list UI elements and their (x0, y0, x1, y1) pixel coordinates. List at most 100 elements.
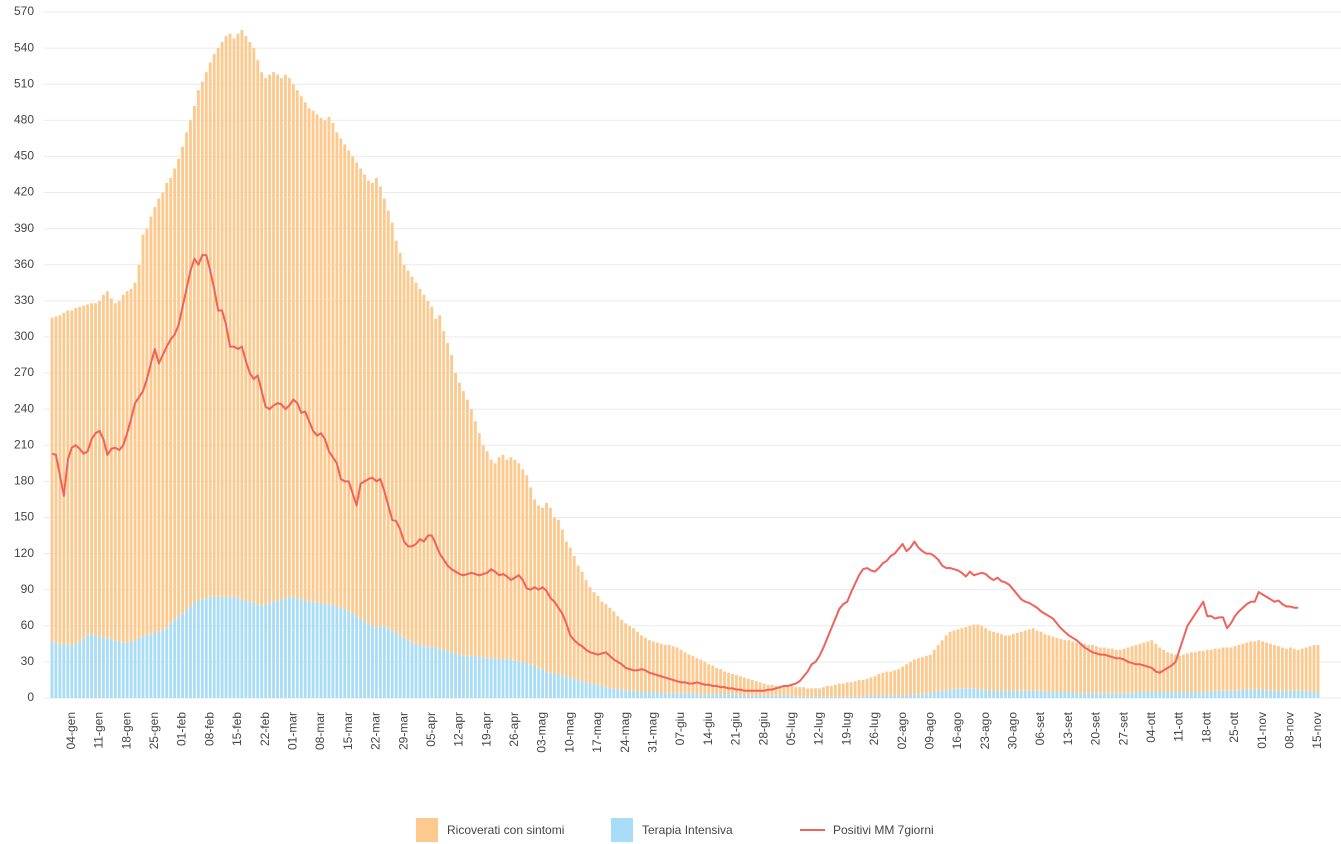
bar (1095, 646, 1098, 694)
bar (1019, 690, 1023, 698)
bar (727, 672, 730, 695)
bar (988, 630, 992, 691)
bar (1035, 690, 1039, 698)
bar (1071, 691, 1075, 698)
bar (1205, 691, 1209, 698)
bar (351, 613, 355, 698)
bar (1102, 693, 1106, 698)
bar (394, 633, 398, 698)
bar (1178, 691, 1181, 698)
bar (647, 691, 651, 698)
bar (1055, 691, 1059, 698)
bar (1118, 649, 1122, 694)
bar (517, 463, 521, 662)
bar (742, 677, 746, 696)
bar (181, 613, 184, 698)
bar (509, 659, 513, 698)
bar (735, 694, 738, 698)
bar (141, 636, 145, 698)
bar (382, 625, 386, 698)
bar (121, 294, 125, 643)
bar (185, 132, 188, 611)
bar (1237, 645, 1241, 691)
bar (616, 689, 620, 698)
bar (181, 146, 184, 614)
bar (1265, 642, 1268, 690)
bar (822, 687, 825, 697)
bar (367, 180, 370, 624)
legend-swatch (611, 818, 633, 842)
bar (564, 541, 568, 677)
bar (446, 342, 450, 652)
bar (165, 628, 169, 698)
bar (287, 78, 291, 597)
bar (881, 672, 885, 696)
bar (916, 694, 920, 698)
bar (873, 676, 877, 696)
bar (1004, 690, 1007, 698)
bar (818, 688, 821, 697)
bar (798, 696, 802, 698)
bar (699, 659, 703, 695)
bar (640, 691, 643, 698)
bar (1261, 641, 1265, 690)
bar (703, 661, 707, 695)
bar (378, 186, 382, 627)
bar (596, 595, 600, 685)
bar (679, 693, 683, 698)
bar (268, 74, 272, 603)
bar (232, 38, 236, 597)
x-tick-label: 08-mar (313, 712, 327, 750)
bar (1126, 693, 1130, 698)
x-tick-label: 15-feb (230, 712, 244, 746)
bar (410, 276, 414, 643)
bar (1047, 635, 1051, 692)
bar (1249, 641, 1253, 690)
bar (220, 596, 224, 698)
bar (327, 116, 331, 606)
bar (256, 60, 260, 605)
x-tick-label: 01-mar (286, 712, 300, 750)
bar (553, 517, 556, 674)
bar (786, 695, 790, 698)
bar (905, 695, 908, 698)
bar (1106, 648, 1110, 694)
bar (568, 547, 572, 678)
y-tick-label: 120 (14, 546, 34, 560)
bar (841, 696, 845, 698)
bar (1138, 691, 1142, 698)
bar (853, 696, 857, 698)
bar (537, 505, 541, 668)
bar (667, 693, 671, 698)
x-tick-label: 25-gen (147, 712, 161, 749)
bar (707, 664, 711, 695)
bar (509, 457, 513, 660)
bar (113, 303, 117, 641)
bar (117, 641, 121, 698)
bar (236, 598, 240, 698)
y-tick-label: 300 (14, 329, 34, 343)
bar (465, 655, 469, 698)
bar (62, 312, 66, 646)
bar (1288, 690, 1292, 698)
bar (794, 696, 798, 698)
x-tick-label: 01-nov (1255, 712, 1269, 749)
bar (829, 696, 833, 698)
bar (149, 634, 153, 698)
bar (1249, 689, 1253, 698)
bar (438, 315, 442, 649)
bar (473, 421, 477, 656)
bar (109, 639, 113, 698)
bar (909, 694, 912, 698)
bar (1277, 690, 1280, 698)
bar (291, 596, 295, 698)
bar (216, 48, 220, 597)
bar (861, 679, 865, 697)
bar (667, 645, 671, 694)
bar (707, 694, 711, 698)
bar (584, 580, 588, 683)
bar (1130, 646, 1134, 694)
bar (738, 676, 742, 696)
bar (462, 655, 465, 698)
bar (715, 667, 719, 695)
